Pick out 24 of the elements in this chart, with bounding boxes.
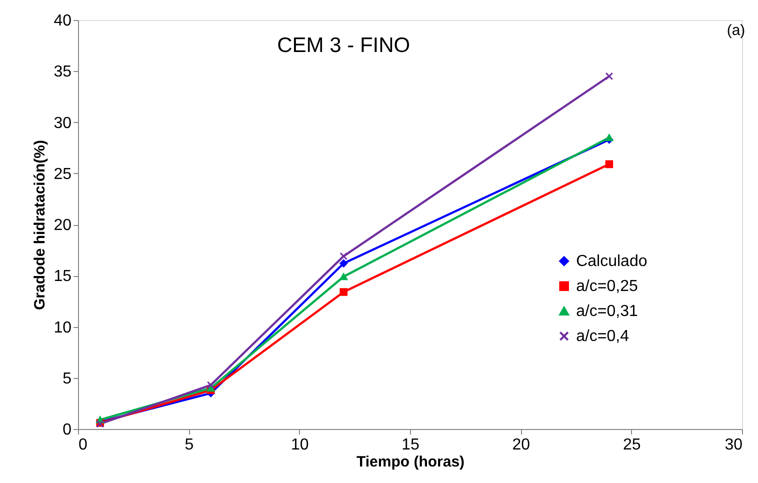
- y-tick-label: 5: [62, 370, 72, 388]
- x-tick-label: 25: [622, 436, 641, 454]
- y-tick-label: 30: [54, 114, 72, 132]
- y-tick-label: 15: [54, 268, 72, 286]
- x-tick-label: 0: [78, 436, 88, 454]
- y-tick-label: 0: [62, 422, 72, 438]
- y-tick-label: 20: [54, 217, 72, 234]
- text: CEM 3 - FINO: [277, 34, 410, 57]
- x-tick-label: 20: [512, 436, 530, 454]
- legend-label: a/c=0,31: [576, 303, 638, 320]
- legend-label: a/c=0,4: [576, 328, 630, 346]
- x-tick-label: 15: [402, 436, 420, 454]
- y-tick-label: 40: [54, 12, 72, 30]
- x-tick-label: 10: [290, 436, 309, 454]
- x-axis-title: Tiempo (horas): [356, 454, 465, 470]
- x-tick-label: 5: [184, 436, 194, 454]
- annotation: (a): [726, 22, 746, 39]
- legend-label: a/c=0,25: [576, 278, 638, 296]
- y-tick-label: 25: [54, 166, 72, 183]
- y-tick-label: 35: [54, 64, 72, 81]
- y-axis-title: Gradode hidratación(%): [32, 140, 49, 310]
- y-tick-label: 10: [54, 319, 72, 336]
- legend-label: Calculado: [576, 253, 648, 270]
- x-tick-label: 30: [724, 436, 743, 454]
